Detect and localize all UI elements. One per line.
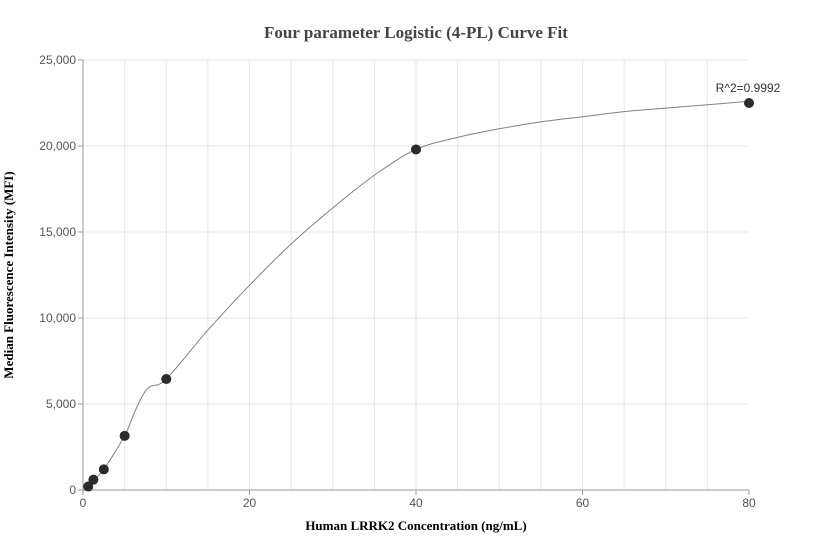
y-tick-label: 15,000 — [39, 225, 76, 239]
y-tick-label: 25,000 — [39, 53, 76, 67]
x-tick-label: 0 — [80, 496, 87, 510]
data-point — [88, 474, 99, 485]
data-point — [744, 98, 754, 108]
y-tick-label: 20,000 — [39, 139, 76, 153]
data-point — [119, 430, 130, 441]
x-tick-label: 20 — [243, 496, 257, 510]
x-tick-label: 80 — [742, 496, 756, 510]
axes: 0 5,000 10,000 15,000 20,000 25,000 0 20 40 60 80 — [39, 53, 756, 510]
data-points — [83, 98, 754, 492]
y-tick-label: 0 — [69, 483, 76, 497]
data-point — [161, 374, 172, 385]
chart-title: Four parameter Logistic (4-PL) Curve Fit — [264, 23, 568, 42]
fit-curve — [87, 100, 750, 487]
data-point — [411, 144, 421, 155]
data-point — [98, 464, 109, 475]
x-tick-label: 40 — [409, 496, 423, 510]
x-axis-title: Human LRRK2 Concentration (ng/mL) — [305, 518, 526, 533]
y-tick-label: 5,000 — [46, 397, 76, 411]
grid — [83, 59, 749, 490]
r-squared-annotation: R^2=0.9992 — [716, 81, 781, 95]
y-tick-label: 10,000 — [39, 311, 76, 325]
x-tick-label: 60 — [576, 496, 590, 510]
y-axis-title: Median Fluorescence Intensity (MFI) — [1, 171, 16, 378]
fit-curve-layer — [87, 100, 750, 487]
data-point — [83, 481, 94, 492]
